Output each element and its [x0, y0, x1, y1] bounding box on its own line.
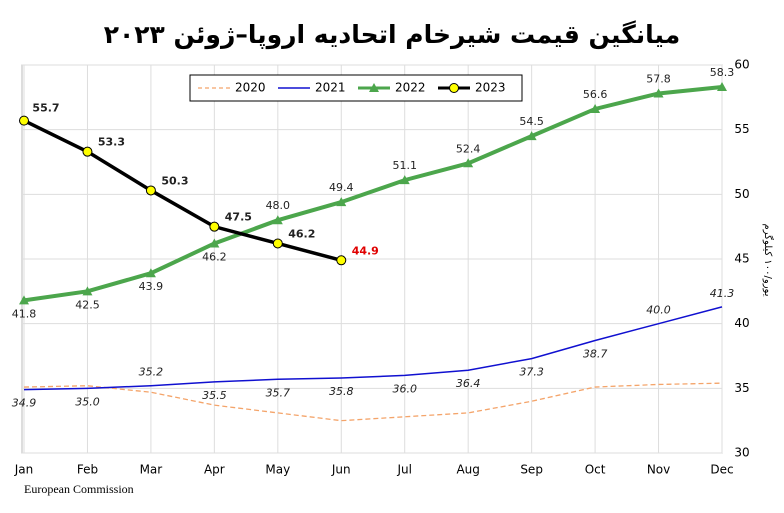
marker: [463, 158, 474, 168]
data-label: 41.8: [12, 307, 37, 320]
series-line: [23, 306, 723, 391]
data-label: 53.3: [98, 136, 125, 149]
legend-label: 2021: [315, 81, 346, 95]
chart-title: میانگین قیمت شیرخام اتحادیه اروپا–ژوئن ۲…: [104, 20, 680, 50]
data-label: 40.0: [646, 304, 671, 317]
legend-label: 2023: [475, 81, 506, 95]
marker: [272, 238, 283, 249]
data-label: 36.4: [456, 377, 481, 390]
data-label: 43.9: [139, 280, 164, 293]
y-axis-label: یورو/۱۰۰ کیلوگرم: [762, 223, 774, 296]
x-tick-label: Aug: [456, 463, 479, 477]
y-tick-label: 45: [734, 252, 749, 266]
x-tick-label: Jul: [396, 463, 411, 477]
data-label: 34.9: [12, 397, 37, 410]
x-tick-label: Feb: [77, 463, 98, 477]
y-tick-label: 50: [734, 187, 749, 201]
marker: [209, 238, 220, 248]
marker: [449, 83, 459, 93]
marker: [717, 81, 727, 91]
marker: [82, 286, 93, 296]
data-label: 44.9: [352, 244, 379, 257]
marker: [590, 103, 601, 113]
data-label: 56.6: [583, 88, 608, 101]
y-tick-label: 35: [734, 381, 749, 395]
marker: [336, 197, 347, 207]
data-label: 47.5: [225, 211, 252, 224]
x-tick-label: May: [265, 463, 290, 477]
data-label: 35.5: [202, 389, 227, 402]
marker: [399, 175, 410, 185]
y-tick-label: 40: [734, 316, 749, 330]
marker: [369, 83, 379, 92]
data-label: 36.0: [392, 382, 417, 395]
data-label: 51.1: [392, 159, 417, 172]
legend-label: 2022: [395, 81, 426, 95]
marker: [653, 88, 664, 98]
marker: [145, 185, 156, 196]
data-label: 38.7: [583, 347, 608, 360]
data-label: 35.2: [139, 366, 164, 379]
data-label: 49.4: [329, 181, 354, 194]
data-label: 41.3: [710, 287, 735, 300]
y-tick-label: 30: [734, 446, 749, 460]
marker: [526, 131, 537, 141]
marker: [82, 146, 93, 157]
y-tick-label: 55: [734, 122, 749, 136]
data-label: 55.7: [32, 102, 59, 115]
x-tick-label: Dec: [710, 463, 733, 477]
data-label: 52.4: [456, 142, 481, 155]
data-label: 46.2: [288, 227, 315, 240]
series-line: [23, 382, 723, 422]
marker: [336, 255, 347, 266]
x-tick-label: Oct: [585, 463, 606, 477]
series-line: [23, 119, 342, 262]
data-label: 48.0: [266, 199, 291, 212]
marker: [19, 115, 29, 126]
legend-label: 2020: [235, 81, 266, 95]
data-label: 50.3: [161, 174, 188, 187]
x-tick-label: Sep: [520, 463, 543, 477]
data-label: 35.0: [75, 395, 100, 408]
marker: [209, 221, 220, 232]
x-tick-label: Jun: [331, 463, 351, 477]
data-label: 35.7: [266, 386, 291, 399]
data-label: 42.5: [75, 298, 100, 311]
x-tick-label: Jan: [14, 463, 34, 477]
source: European Commission: [24, 482, 134, 496]
y-tick-label: 60: [734, 58, 749, 72]
data-label: 35.8: [329, 385, 354, 398]
marker: [19, 295, 29, 305]
marker: [272, 215, 283, 225]
x-tick-label: Apr: [204, 463, 225, 477]
data-label: 46.2: [202, 250, 227, 263]
x-tick-label: Mar: [140, 463, 163, 477]
x-tick-label: Nov: [647, 463, 670, 477]
series-line: [23, 84, 723, 303]
data-label: 57.8: [646, 72, 671, 85]
marker: [145, 268, 156, 278]
data-label: 54.5: [519, 115, 544, 128]
data-label: 37.3: [519, 366, 544, 379]
data-label: 58.3: [710, 66, 735, 79]
